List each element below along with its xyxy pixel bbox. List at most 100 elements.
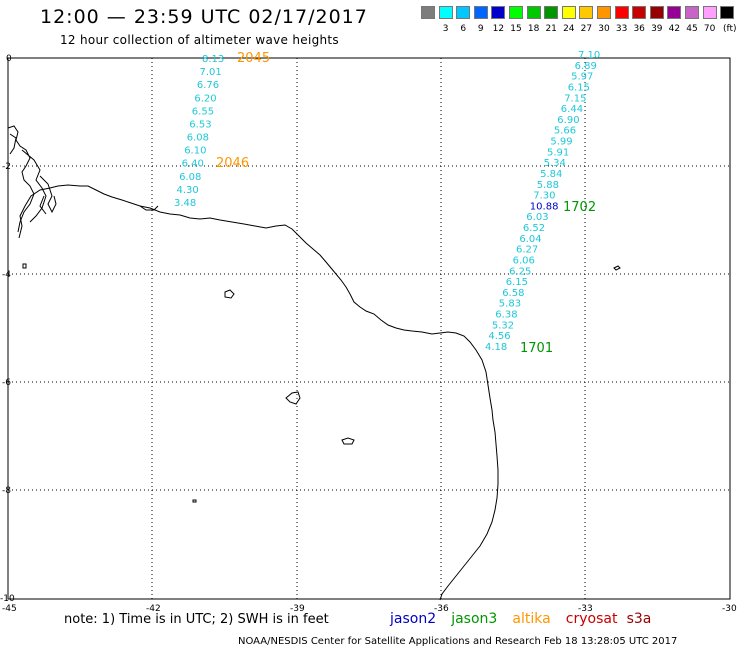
legend-swatch xyxy=(491,6,506,19)
legend-swatch-label: 70 xyxy=(703,24,716,34)
legend-swatch-label: 15 xyxy=(510,24,522,34)
wave-height-value: 6.20 xyxy=(194,93,216,104)
wave-height-value: 6.04 xyxy=(519,234,541,245)
legend-swatch-label: 24 xyxy=(563,24,575,34)
island xyxy=(285,391,301,405)
wave-height-value: 6.76 xyxy=(197,80,219,91)
wave-height-value: 6.06 xyxy=(513,256,535,267)
color-scale-legend: 3 6 9 12 15 18 21 24 27 30 33 36 39 42 45 70 (ft) xyxy=(421,6,740,40)
wave-height-value: 5.97 xyxy=(571,72,593,83)
legend-swatch-label: 42 xyxy=(668,24,681,34)
satellite-jason3: jason3 xyxy=(451,611,498,627)
legend-swatch xyxy=(632,6,647,19)
wave-height-value: 6.08 xyxy=(187,133,209,144)
wave-height-value: 7.30 xyxy=(533,191,555,202)
satellite-legend: jason2 jason3 altika cryosat s3a xyxy=(390,608,651,627)
wave-height-value: 3.48 xyxy=(174,198,196,209)
lon-label: -42 xyxy=(146,604,161,614)
legend-swatch xyxy=(526,6,541,19)
island xyxy=(341,437,355,445)
wave-height-value: 6.27 xyxy=(516,245,538,256)
credit-line: NOAA/NESDIS Center for Satellite Applica… xyxy=(238,636,678,647)
legend-swatch-label: 3 xyxy=(442,24,449,34)
legend-swatch xyxy=(579,6,594,19)
legend-swatch-label: 18 xyxy=(527,24,540,34)
wave-height-value: 6.58 xyxy=(502,288,524,299)
legend-swatch-label: 45 xyxy=(686,24,698,34)
wave-height-value: 6.25 xyxy=(509,266,531,277)
wave-height-value: 10.88 xyxy=(530,201,559,212)
legend-swatch xyxy=(649,6,664,19)
legend-swatch xyxy=(421,6,435,19)
legend-swatch xyxy=(509,6,523,19)
wave-height-value: 4.30 xyxy=(177,185,199,196)
legend-swatch xyxy=(438,6,453,19)
legend-swatch-label: 30 xyxy=(598,24,610,34)
wave-height-value: 6.40 xyxy=(182,159,204,170)
legend-swatch-label: 21 xyxy=(545,24,557,34)
wave-height-value: 7.10 xyxy=(578,50,600,61)
wave-height-value: 7.15 xyxy=(564,93,586,104)
wave-height-value: 5.34 xyxy=(544,158,566,169)
wave-height-value: 6.38 xyxy=(495,310,517,321)
wave-height-value: 5.99 xyxy=(550,137,572,148)
legend-swatch-label: 6 xyxy=(460,24,467,34)
legend-swatch-label: 12 xyxy=(492,24,505,34)
wave-height-value: 5.84 xyxy=(540,169,562,180)
legend-swatch xyxy=(561,6,576,19)
legend-swatch-label: 33 xyxy=(615,24,628,34)
lat-label: -6 xyxy=(2,378,11,388)
legend-swatch xyxy=(456,6,471,19)
wave-height-value: 6.03 xyxy=(526,212,548,223)
satellite-jason2: jason2 xyxy=(390,611,437,627)
island xyxy=(613,265,621,271)
wave-height-value: 6.89 xyxy=(575,61,597,72)
satellite-s3a: s3a xyxy=(626,611,652,627)
legend-swatch-label: 36 xyxy=(633,24,645,34)
map-title: 12:00 — 23:59 UTC 02/17/2017 xyxy=(40,6,368,28)
legend-swatch xyxy=(597,6,611,19)
satellite-cryosat: cryosat xyxy=(565,611,618,627)
amazon-delta xyxy=(7,125,159,233)
wave-height-value: 8.13 xyxy=(202,54,224,65)
map-frame xyxy=(7,57,731,600)
wave-height-value: 6.44 xyxy=(561,104,583,115)
east-track-values: 7.106.895.976.157.156.446.905.665.995.91… xyxy=(485,50,600,353)
lat-label: -4 xyxy=(2,270,11,280)
pass-id: 1701 xyxy=(520,341,553,356)
island xyxy=(192,499,197,503)
legend-swatch xyxy=(667,6,682,19)
lon-labels: -45 -42 -39 -36 -33 -30 xyxy=(2,604,737,614)
wave-height-value: 6.15 xyxy=(568,82,590,93)
legend-swatch xyxy=(473,6,488,19)
satellite-altika: altika xyxy=(512,611,551,627)
legend-swatch xyxy=(685,6,699,19)
pass-id: 2046 xyxy=(216,156,249,171)
legend-swatch xyxy=(614,6,629,19)
wave-height-value: 6.08 xyxy=(179,172,201,183)
wave-height-value: 5.91 xyxy=(547,147,569,158)
lon-label: -39 xyxy=(290,604,305,614)
map-grid xyxy=(8,58,730,599)
wave-height-value: 5.66 xyxy=(554,126,576,137)
island xyxy=(22,263,27,269)
west-track-values: 8.13 7.01 6.76 6.20 6.55 6.53 6.08 6.10 6.40 6.08… xyxy=(174,54,224,209)
legend-swatch xyxy=(544,6,559,19)
wave-height-value: 6.55 xyxy=(192,106,214,117)
legend-unit: (ft) xyxy=(723,24,737,34)
lat-label: -2 xyxy=(2,162,11,172)
wave-height-value: 7.01 xyxy=(200,67,222,78)
wave-height-value: 5.88 xyxy=(537,180,559,191)
wave-height-value: 6.53 xyxy=(189,120,211,131)
pass-id: 2045 xyxy=(237,51,270,66)
map-subtitle: 12 hour collection of altimeter wave hei… xyxy=(60,33,339,47)
wave-height-value: 4.18 xyxy=(485,342,507,353)
wave-height-value: 5.83 xyxy=(499,299,521,310)
lat-label: -8 xyxy=(2,486,11,496)
legend-swatch xyxy=(702,6,717,19)
wave-height-value: 6.10 xyxy=(184,146,206,157)
coastline xyxy=(18,184,499,601)
wave-height-value: 4.56 xyxy=(488,331,510,342)
legend-swatch-label: 9 xyxy=(477,24,484,34)
